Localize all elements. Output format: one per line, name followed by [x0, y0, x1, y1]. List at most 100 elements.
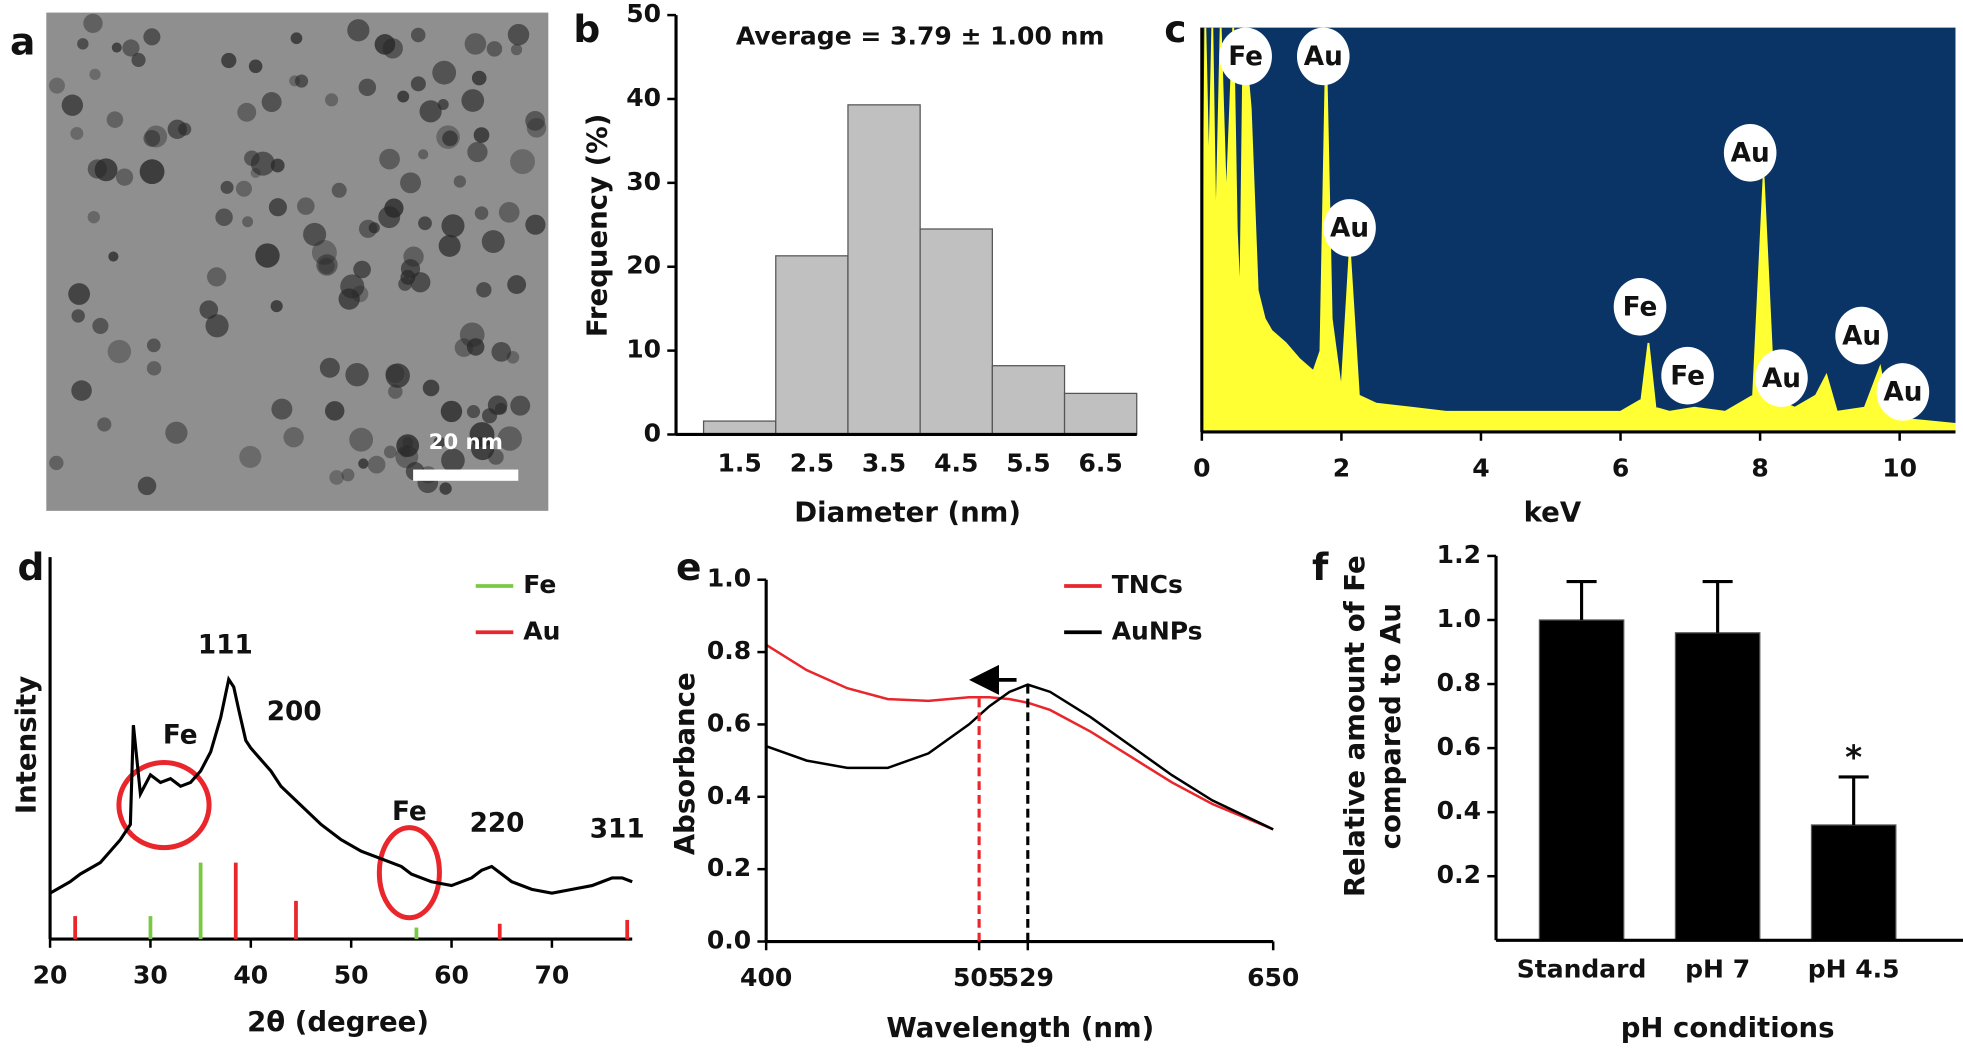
- x-tick-label: 30: [133, 961, 168, 990]
- particle: [137, 476, 157, 496]
- x-tick-label: 6: [1612, 454, 1629, 483]
- particle: [349, 427, 374, 452]
- particle: [506, 350, 520, 364]
- y-tick-label: 0.2: [707, 853, 751, 882]
- tem-image: [46, 12, 549, 511]
- particle: [248, 59, 263, 74]
- particle: [270, 158, 285, 173]
- y-tick-label: 1.0: [1437, 604, 1481, 633]
- particle: [311, 239, 337, 265]
- y-tick-label: 0.6: [707, 708, 751, 737]
- particle: [385, 363, 405, 383]
- spectrum: [1201, 27, 1956, 432]
- particle: [507, 275, 527, 295]
- particle: [207, 267, 227, 287]
- peak-label: 220: [470, 808, 525, 838]
- particle: [467, 141, 488, 163]
- particle: [250, 167, 261, 179]
- particle: [115, 168, 134, 186]
- particle: [221, 52, 237, 69]
- particle: [289, 75, 301, 87]
- particle: [507, 23, 530, 46]
- x-tick-label: 1.5: [718, 449, 762, 478]
- particle: [143, 129, 161, 147]
- x-tick-label: 70: [535, 961, 570, 990]
- x-axis-label: pH conditions: [1621, 1012, 1835, 1044]
- particle: [454, 338, 474, 357]
- particle: [68, 283, 90, 305]
- y-tick-label: 0.8: [1437, 668, 1481, 697]
- x-axis-label: Wavelength (nm): [886, 1012, 1154, 1044]
- particle: [410, 27, 426, 43]
- scale-bar: [413, 469, 519, 481]
- particle: [482, 408, 498, 424]
- y-tick-label: 0.4: [707, 781, 751, 810]
- panel-letter: b: [573, 7, 600, 51]
- error-bar: [1702, 579, 1733, 633]
- particle: [525, 214, 546, 235]
- particle: [464, 33, 487, 55]
- particle: [122, 39, 140, 57]
- x-tick-label: 505: [953, 963, 1005, 992]
- y-tick-label: 0.0: [707, 926, 751, 955]
- legend-label: TNCs: [1112, 570, 1183, 599]
- particle: [442, 130, 458, 147]
- x-tick-label: 4: [1472, 454, 1489, 483]
- legend-label: AuNPs: [1112, 616, 1203, 645]
- x-tick-label: 4.5: [934, 449, 978, 478]
- particle: [384, 198, 404, 218]
- y-axis-label: Relative amount of Fe: [1339, 555, 1371, 897]
- particle: [97, 417, 112, 432]
- particle: [290, 32, 303, 45]
- particle: [108, 251, 119, 262]
- bar: [919, 228, 993, 436]
- x-tick-label: 40: [233, 961, 268, 990]
- bar: [702, 420, 777, 436]
- legend-label: Fe: [523, 570, 556, 599]
- annotation: Average = 3.79 ± 1.00 nm: [736, 22, 1105, 51]
- particle: [283, 427, 304, 448]
- y-axis-label: Frequency (%): [581, 114, 613, 337]
- particle: [432, 60, 457, 85]
- particle: [400, 259, 421, 279]
- panel-letter: d: [18, 545, 45, 589]
- particle: [422, 379, 440, 397]
- particle: [111, 42, 122, 53]
- particle: [303, 222, 327, 247]
- particle: [441, 214, 465, 238]
- x-tick-label: 60: [434, 961, 469, 990]
- x-tick-label: 8: [1751, 454, 1768, 483]
- peak-label: Fe: [1670, 361, 1705, 391]
- peak-label: 311: [590, 815, 645, 845]
- particle: [294, 74, 309, 88]
- bar: [1063, 392, 1138, 436]
- particle: [379, 148, 400, 170]
- particle: [61, 94, 84, 116]
- peak-badge: [1323, 199, 1376, 257]
- peak-badge: [1613, 277, 1667, 336]
- panel-letter: e: [676, 545, 701, 589]
- particle: [71, 380, 92, 401]
- x-tick-label: 529: [1002, 963, 1054, 992]
- particle: [510, 395, 531, 416]
- x-tick-label: 650: [1247, 963, 1299, 992]
- particle: [418, 149, 429, 160]
- particle: [385, 363, 410, 388]
- y-tick-label: 0.6: [1437, 732, 1481, 761]
- particle: [316, 254, 338, 276]
- x-tick-label: 50: [334, 961, 369, 990]
- particle: [481, 230, 505, 254]
- particle: [419, 100, 442, 123]
- particle: [106, 111, 124, 128]
- highlight-circle: [116, 759, 212, 851]
- y-axis-label: Intensity: [11, 676, 43, 814]
- x-tick-label: 2.5: [790, 449, 834, 478]
- particle: [476, 282, 492, 298]
- x-tick-label: 0: [1193, 454, 1210, 483]
- particle: [383, 445, 397, 459]
- particle: [324, 401, 345, 421]
- particle: [237, 102, 257, 122]
- x-tick-label: pH 7: [1685, 954, 1750, 983]
- particle: [270, 300, 283, 313]
